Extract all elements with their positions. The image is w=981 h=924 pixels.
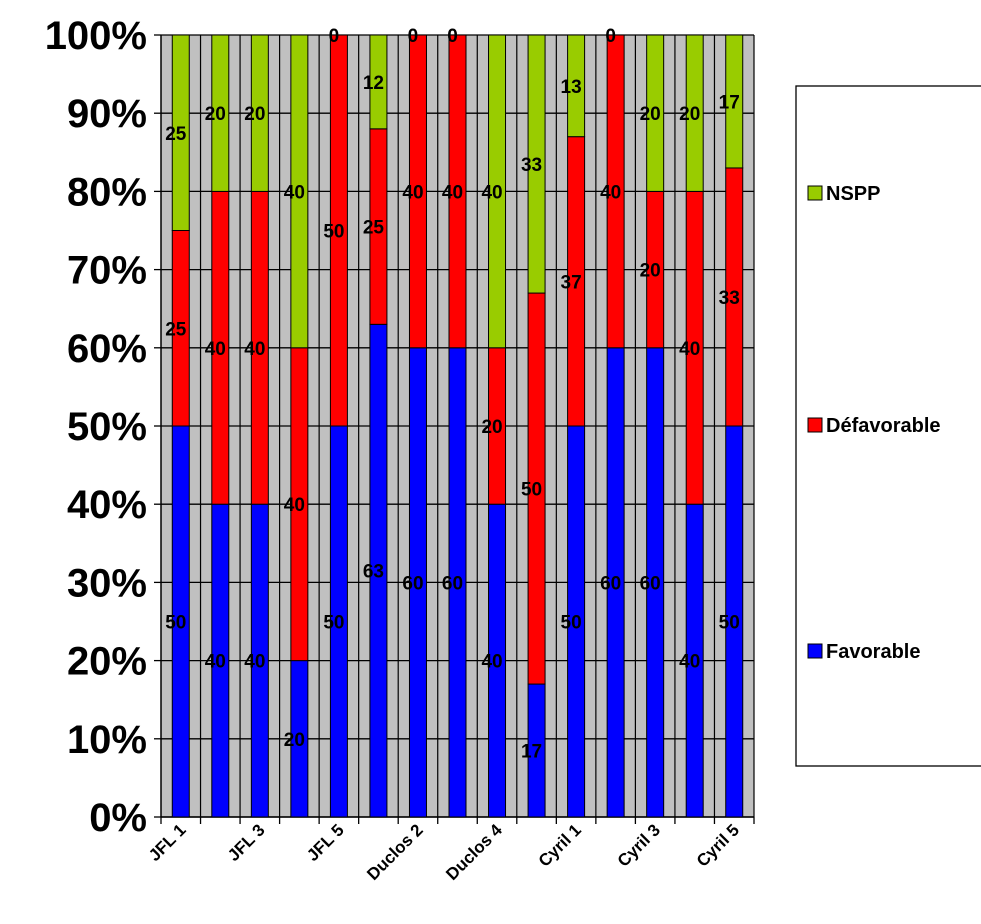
data-label: 40 [481,652,502,673]
y-tick-label: 50% [67,405,147,449]
x-tick-label: Cyril 5 [693,820,743,870]
bar-segment-nspp [290,34,309,349]
data-label: 12 [363,73,384,94]
bar-segment-nspp [250,34,269,192]
data-label: 20 [481,417,502,438]
data-label: 20 [640,261,661,282]
bar-segment-nspp [211,34,230,192]
bar-segment-nspp [567,34,586,138]
data-label: 40 [284,495,305,516]
bar-segment-défavorable [329,34,348,427]
data-label: 17 [521,742,542,763]
data-label: 0 [329,26,340,47]
x-tick-label: Cyril 3 [614,820,664,870]
data-label: 50 [719,613,740,634]
bar-segment-nspp [685,34,704,192]
data-label: 40 [442,182,463,203]
bar-segment-défavorable [606,34,625,349]
data-label: 63 [363,562,384,583]
data-label: 60 [600,573,621,594]
data-label: 25 [363,218,385,239]
data-label: 20 [205,104,226,125]
y-tick-label: 20% [67,640,147,684]
data-label: 50 [323,613,344,634]
data-label: 33 [521,155,542,176]
y-tick-label: 0% [89,796,147,840]
data-label: 20 [244,104,265,125]
data-label: 20 [640,104,661,125]
data-label: 60 [402,573,423,594]
bar-segment-nspp [527,34,546,294]
y-axis: 0% 10% 20% 30% 40% 50% 60% 70% 80% 90% 100% [45,14,162,840]
legend-label: Favorable [826,641,920,663]
y-tick-label: 60% [67,327,147,371]
bar-segment-défavorable [408,34,427,349]
data-label: 50 [561,613,582,634]
data-label: 40 [244,339,265,360]
data-label: 40 [402,182,423,203]
x-tick-label: Duclos 2 [363,820,427,884]
legend-swatch [807,185,823,201]
legend-label: Défavorable [826,415,941,437]
data-label: 40 [284,182,305,203]
data-labels-layer: 50 25 25 40 40 20 40 40 20 20 40 40 50 50 0 63 25 12 60 40 0… [165,26,740,763]
legend: NSPP Défavorable Favorable [795,85,981,767]
data-label: 50 [323,222,344,243]
y-tick-label: 100% [45,14,147,58]
data-label: 0 [605,26,616,47]
data-label: 50 [165,613,186,634]
data-label: 40 [679,339,700,360]
bar-segment-nspp [646,34,665,192]
legend-swatch [807,643,823,659]
x-axis: JFL 1 JFL 3 JFL 5 Duclos 2 Duclos 4 Cyril 1 Cy… [145,816,755,884]
data-label: 13 [561,77,582,98]
y-tick-label: 10% [67,718,147,762]
x-tick-label: JFL 3 [224,820,269,865]
bar-segment-défavorable [448,34,467,349]
data-label: 60 [442,573,463,594]
data-label: 40 [205,652,226,673]
x-tick-label: JFL 1 [145,820,190,865]
x-tick-label: JFL 5 [303,820,348,865]
data-label: 40 [205,339,226,360]
data-label: 20 [679,104,700,125]
data-label: 60 [640,573,661,594]
data-label: 17 [719,92,740,113]
legend-swatch [807,417,823,433]
y-tick-label: 40% [67,483,147,527]
bars-layer [171,34,744,818]
bar-segment-nspp [725,34,744,169]
data-label: 40 [244,652,265,673]
data-label: 25 [165,124,187,145]
y-tick-label: 70% [67,249,147,293]
bar-segment-nspp [488,34,507,349]
bar-segment-nspp [369,34,388,130]
data-label: 0 [447,26,458,47]
legend-box [795,85,981,767]
data-label: 33 [719,288,740,309]
y-tick-label: 80% [67,170,147,214]
data-label: 50 [521,480,542,501]
data-label: 40 [481,182,502,203]
data-label: 40 [600,182,621,203]
data-label: 25 [165,319,187,340]
data-label: 0 [408,26,419,47]
bar-segment-nspp [171,34,190,231]
x-tick-label: Cyril 1 [535,820,585,870]
legend-label: NSPP [826,183,880,205]
data-label: 20 [284,730,305,751]
y-tick-label: 90% [67,92,147,136]
x-tick-label: Duclos 4 [442,820,506,884]
data-label: 40 [679,652,700,673]
data-label: 37 [561,272,582,293]
y-tick-label: 30% [67,561,147,605]
